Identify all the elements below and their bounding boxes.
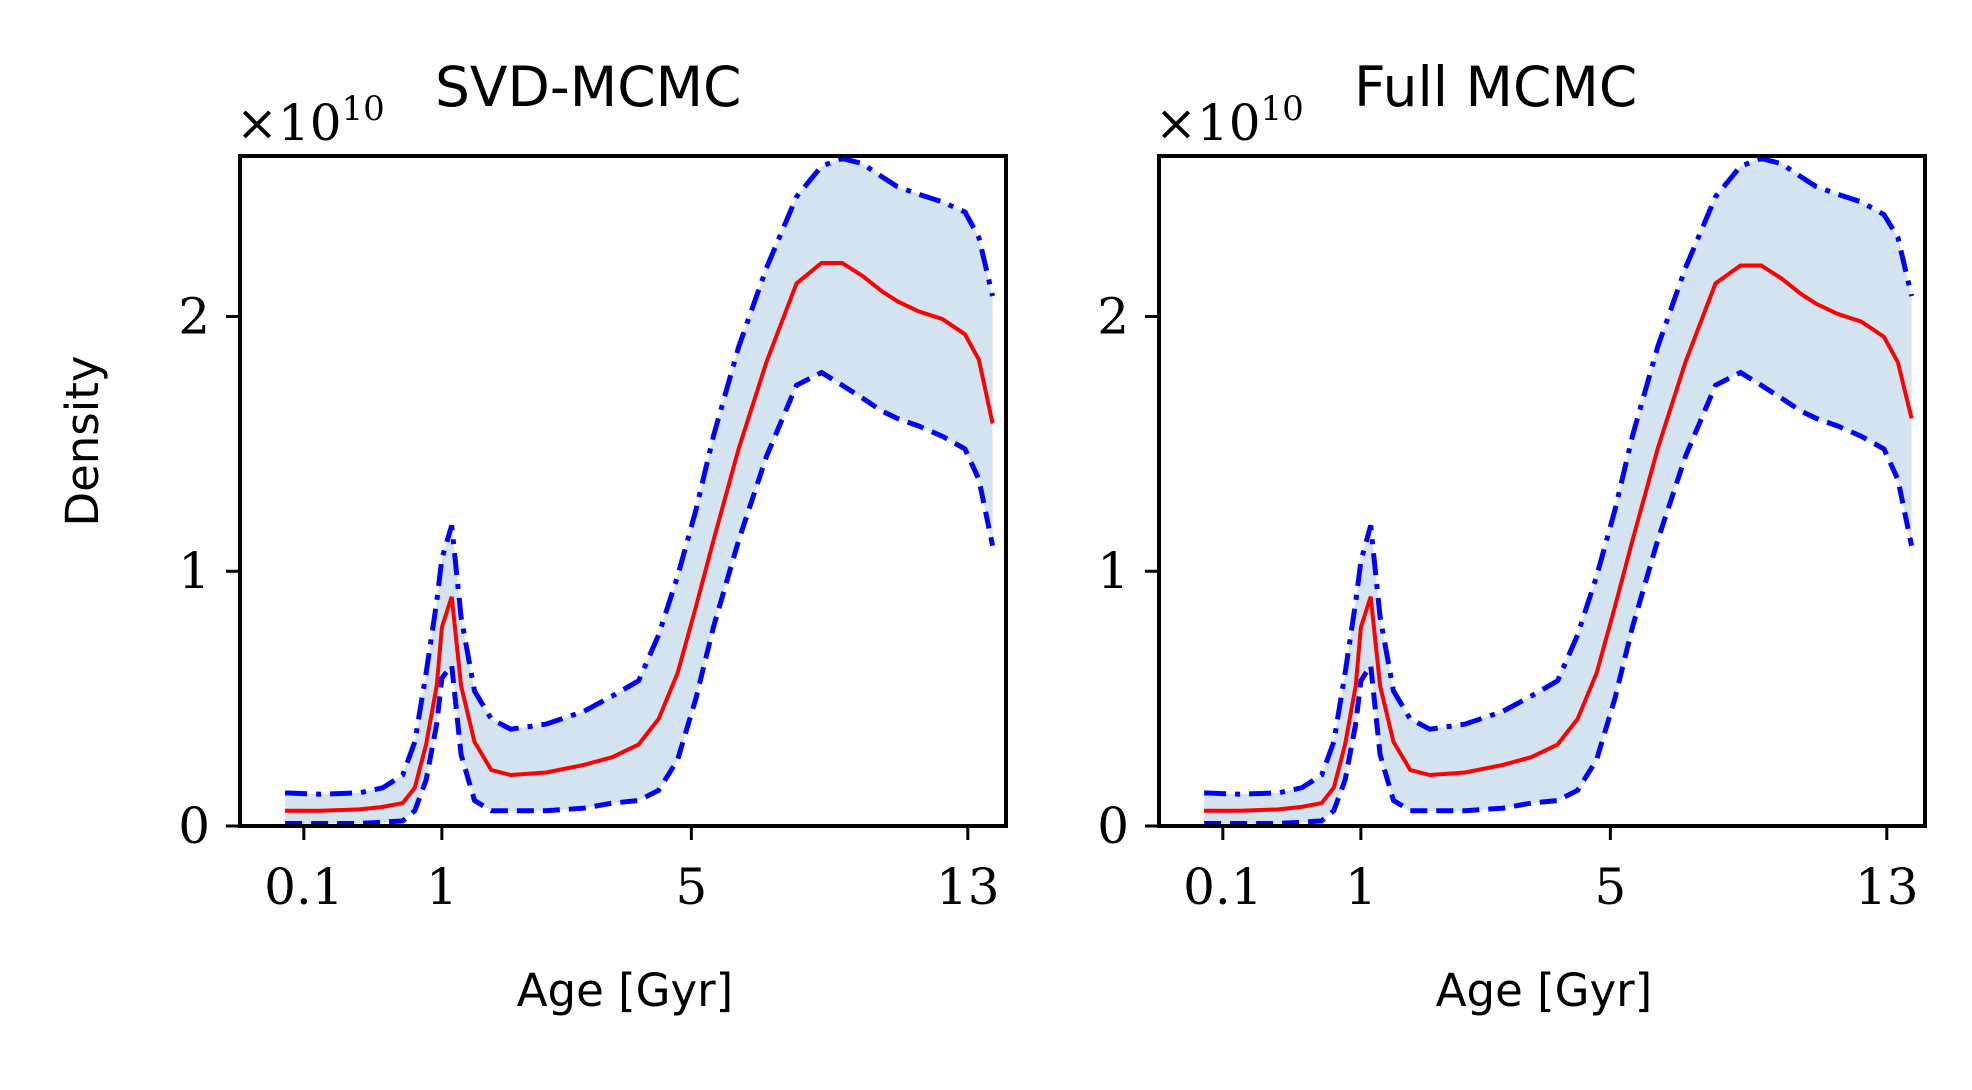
y-tick-label: 1 [1097,542,1129,600]
y-axis-label: Density [56,355,109,526]
x-tick-label: 13 [936,858,1000,916]
x-axis: 0.1 1 5 13 [1183,826,1919,916]
y-axis: 0 1 2 [1097,287,1159,855]
y-tick-label: 1 [178,542,210,600]
y-tick-label: 0 [178,797,210,855]
chart-svd-mcmc: 0.1 1 5 13 0 1 2 SVD-MCMC ×1010 Age [Gyr] Den… [56,55,1008,1017]
median-line [1204,263,1914,813]
x-tick-label: 0.1 [1183,858,1263,916]
x-tick-label: 1 [1345,858,1377,916]
x-axis: 0.1 1 5 13 [264,826,1000,916]
x-axis-label: Age [Gyr] [517,964,733,1017]
plot-frame [1157,154,1927,828]
y-axis: 0 1 2 [178,287,240,855]
upper-bound-line [1204,155,1915,797]
uncertainty-band [285,158,993,824]
plot-frame [238,154,1008,828]
uncertainty-band [1204,158,1912,824]
x-tick-label: 5 [675,858,707,916]
median-line [285,261,995,813]
lower-bound-line [285,369,996,826]
x-tick-label: 5 [1594,858,1626,916]
upper-bound-line [285,155,996,797]
y-tick-label: 2 [1097,287,1129,345]
x-tick-label: 1 [426,858,458,916]
y-tick-label: 2 [178,287,210,345]
chart-full-mcmc: 0.1 1 5 13 0 1 2 Full MCMC ×1010 Age [Gyr] [1097,55,1927,1017]
chart-title: SVD-MCMC [435,55,741,119]
y-multiplier: ×1010 [1155,89,1304,152]
x-tick-label: 0.1 [264,858,344,916]
x-tick-label: 13 [1855,858,1919,916]
y-tick-label: 0 [1097,797,1129,855]
x-axis-label: Age [Gyr] [1436,964,1652,1017]
chart-title: Full MCMC [1354,55,1637,119]
y-multiplier: ×1010 [236,89,385,152]
lower-bound-line [1204,369,1915,826]
